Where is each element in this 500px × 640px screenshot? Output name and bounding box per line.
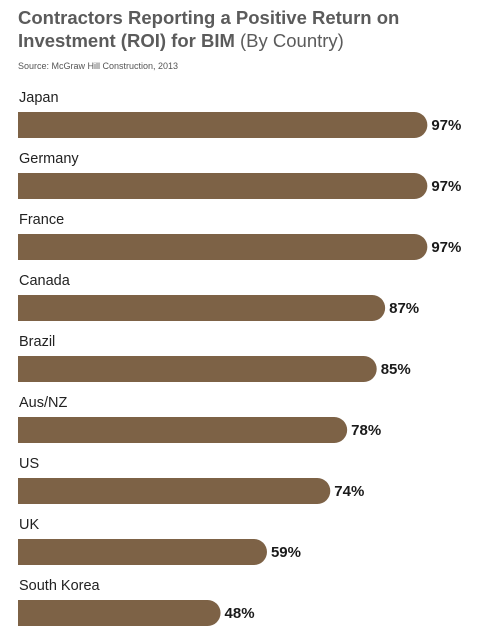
bar <box>18 295 386 321</box>
bar <box>18 600 221 626</box>
category-label: Canada <box>19 273 71 289</box>
bar <box>18 539 267 565</box>
category-label: Germany <box>19 151 79 167</box>
value-label: 74% <box>334 483 364 500</box>
chart-header: Contractors Reporting a Positive Return … <box>18 6 496 52</box>
category-label: Japan <box>19 90 59 106</box>
category-label: UK <box>19 517 39 533</box>
chart-source: Source: McGraw Hill Construction, 2013 <box>18 61 179 71</box>
value-label: 87% <box>389 300 419 317</box>
category-label: US <box>19 456 39 472</box>
category-label: Brazil <box>19 334 55 350</box>
category-label: Aus/NZ <box>19 395 67 411</box>
bar <box>18 234 428 260</box>
value-label: 85% <box>381 361 411 378</box>
value-label: 78% <box>351 422 381 439</box>
value-label: 97% <box>431 239 461 256</box>
bar <box>18 417 348 443</box>
bar <box>18 112 428 138</box>
chart-subtitle: (By Country) <box>240 30 344 51</box>
chart-title: Contractors Reporting a Positive Return … <box>18 7 400 51</box>
category-label: France <box>19 212 64 228</box>
bar <box>18 356 377 382</box>
value-label: 48% <box>225 605 255 622</box>
value-label: 59% <box>271 544 301 561</box>
value-label: 97% <box>431 117 461 134</box>
bar <box>18 478 331 504</box>
bar <box>18 173 428 199</box>
category-label: South Korea <box>19 578 101 594</box>
value-label: 97% <box>431 178 461 195</box>
